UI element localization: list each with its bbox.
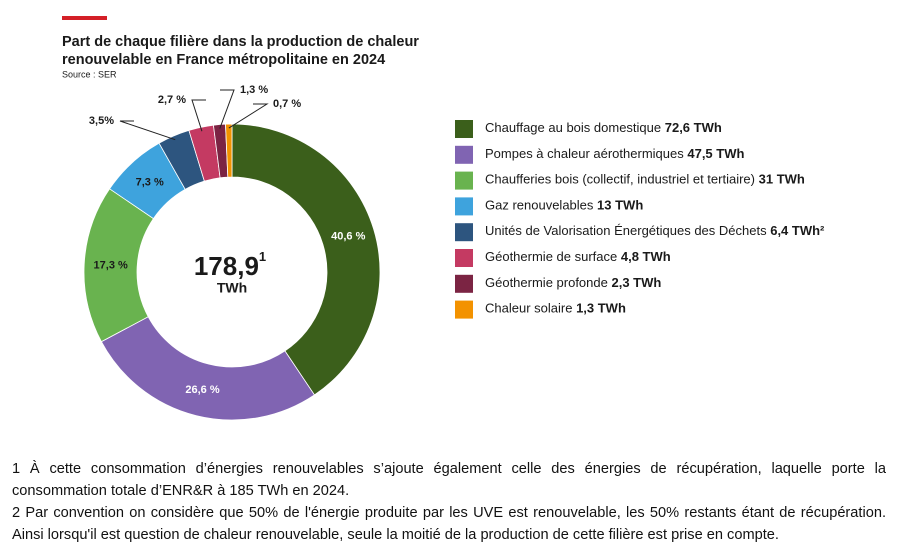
legend-entry: Chaleur solaire 1,3 TWh (485, 301, 626, 316)
legend-value: 31 TWh (759, 172, 805, 187)
legend-entry: Chauffage au bois domestique 72,6 TWh (485, 120, 722, 135)
slice-label: 7,3 % (136, 177, 164, 189)
legend-name: Géothermie profonde (485, 275, 608, 290)
total-label: 178,9 (194, 251, 259, 281)
leader-line (119, 120, 176, 141)
slice (100, 316, 315, 421)
slice-label: 3,5% (89, 115, 114, 127)
total-unit: TWh (217, 280, 247, 296)
chart-title: Part de chaque filière dans la productio… (62, 34, 419, 50)
slice-label: 40,6 % (331, 231, 365, 243)
legend-name: Chaufferies bois (collectif, industriel … (485, 172, 755, 187)
slice (225, 123, 233, 178)
slice-label: 26,6 % (185, 384, 219, 396)
legend-entry: Unités de Valorisation Énergétiques des … (485, 224, 825, 239)
legend-name: Gaz renouvelables (485, 198, 594, 213)
legend-entry: Géothermie de surface 4,8 TWh (485, 249, 671, 264)
legend-value: 1,3 TWh (576, 301, 626, 316)
donut: 40,6 % 26,6 % 17,3 % 7,3 % 3,5% 2,7 % 1,3 % 0,7… (83, 84, 381, 421)
leader-line (228, 103, 269, 129)
footnote: 1 À cette consommation d’énergies renouv… (12, 461, 886, 499)
slice-label: 17,3 % (94, 259, 128, 271)
legend-entry: Gaz renouvelables 13 TWh (485, 198, 643, 213)
legend-swatch (455, 300, 473, 319)
legend-value: 13 TWh (597, 198, 643, 213)
legend-swatch (455, 197, 473, 216)
legend-entry: Pompes à chaleur aérothermiques 47,5 TWh (485, 146, 744, 161)
accent-bar (62, 16, 107, 20)
legend-swatch (455, 274, 473, 293)
legend-swatch (455, 120, 473, 138)
legend-name: Pompes à chaleur aérothermiques (485, 146, 684, 161)
legend-name: Chauffage au bois domestique (485, 120, 661, 135)
legend-swatch (455, 171, 473, 190)
legend-value: 72,6 TWh (665, 120, 722, 135)
leader-line (191, 99, 206, 132)
legend-swatch (455, 145, 473, 164)
leader-line (219, 89, 235, 129)
legend-entry: Géothermie profonde 2,3 TWh (485, 275, 661, 290)
slice-label: 2,7 % (158, 94, 186, 106)
legend-name: Géothermie de surface (485, 249, 617, 264)
footnote: 2 Par convention on considère que 50% de… (12, 505, 886, 543)
slice-label: 0,7 % (273, 98, 301, 110)
total: 178,91 (194, 249, 266, 280)
legend-value: 4,8 TWh (621, 249, 671, 264)
legend-value: 2,3 TWh (611, 275, 661, 290)
legend-swatch (455, 249, 473, 267)
legend-value: 47,5 TWh (687, 146, 744, 161)
legend-swatch (455, 223, 473, 242)
legend-value: 6,4 TWh² (770, 224, 825, 239)
footnote-ref: 1 (259, 249, 266, 264)
legend: Chauffage au bois domestique 72,6 TWh Pom… (455, 120, 825, 319)
legend-name: Chaleur solaire (485, 301, 572, 316)
legend-name: Unités de Valorisation Énergétiques des … (485, 224, 767, 239)
chart: Part de chaque filière dans la productio… (62, 16, 825, 421)
source: Source : SER (62, 69, 117, 79)
slice (231, 123, 381, 396)
footnotes: 1 À cette consommation d’énergies renouv… (12, 458, 886, 546)
legend-entry: Chaufferies bois (collectif, industriel … (485, 172, 805, 187)
slice-label: 1,3 % (240, 84, 268, 96)
chart-title: renouvelable en France métropolitaine en… (62, 52, 385, 68)
